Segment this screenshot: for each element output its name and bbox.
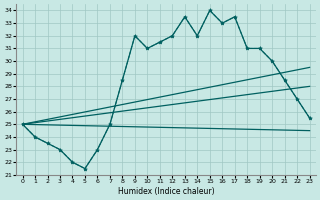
X-axis label: Humidex (Indice chaleur): Humidex (Indice chaleur) bbox=[118, 187, 214, 196]
